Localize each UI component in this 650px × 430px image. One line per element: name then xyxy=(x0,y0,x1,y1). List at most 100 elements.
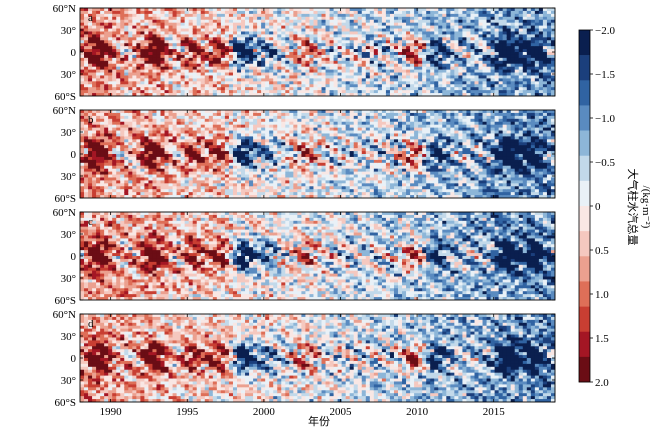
heatmap-cell xyxy=(377,46,383,50)
panel-label: a xyxy=(88,12,93,24)
heatmap-cell xyxy=(357,8,363,12)
heatmap-cell xyxy=(293,46,298,50)
heatmap-cell xyxy=(317,22,323,27)
heatmap-cell xyxy=(228,162,234,167)
heatmap-cell xyxy=(204,136,210,140)
heatmap-cell xyxy=(220,162,226,167)
heatmap-cell xyxy=(164,28,170,33)
heatmap-cell xyxy=(486,63,492,68)
heatmap-cell xyxy=(212,174,218,179)
heatmap-cell xyxy=(144,118,150,123)
heatmap-cell xyxy=(466,43,472,47)
heatmap-cell xyxy=(410,90,415,94)
heatmap-cell xyxy=(454,34,459,38)
heatmap-cell xyxy=(498,28,504,33)
heatmap-cell xyxy=(337,72,343,77)
heatmap-cell xyxy=(321,31,327,35)
heatmap-cell xyxy=(232,66,238,71)
heatmap-cell xyxy=(301,8,307,12)
heatmap-cell xyxy=(96,139,101,143)
heatmap-cell xyxy=(132,63,137,68)
heatmap-cell xyxy=(172,93,178,96)
heatmap-cell xyxy=(313,69,319,74)
heatmap-cell xyxy=(389,84,395,88)
heatmap-cell xyxy=(124,127,129,132)
heatmap-cell xyxy=(224,171,230,176)
heatmap-cell xyxy=(301,90,307,94)
heatmap-cell xyxy=(265,8,270,12)
heatmap-cell xyxy=(329,8,335,12)
heatmap-cell xyxy=(241,110,246,114)
heatmap-cell xyxy=(538,31,544,35)
heatmap-cell xyxy=(317,37,323,41)
heatmap-cell xyxy=(100,10,105,15)
heatmap-cell xyxy=(478,31,484,35)
heatmap-cell xyxy=(498,90,504,94)
heatmap-cell xyxy=(120,19,125,24)
heatmap-cell xyxy=(490,72,496,77)
heatmap-cell xyxy=(104,28,109,33)
heatmap-cell xyxy=(297,60,302,65)
heatmap-cell xyxy=(100,90,105,94)
heatmap-cell xyxy=(172,165,178,170)
heatmap-cell xyxy=(172,84,178,88)
heatmap-cell xyxy=(241,52,246,56)
heatmap-cell xyxy=(188,142,194,146)
heatmap-cell xyxy=(224,186,230,190)
heatmap-cell xyxy=(446,25,451,30)
heatmap-cell xyxy=(365,90,371,94)
heatmap-cell xyxy=(108,148,113,152)
heatmap-cell xyxy=(361,84,367,88)
heatmap-cell xyxy=(357,40,363,44)
heatmap-cell xyxy=(494,10,500,15)
heatmap-cell xyxy=(293,34,298,38)
heatmap-cell xyxy=(88,136,93,140)
heatmap-cell xyxy=(446,93,451,96)
heatmap-cell xyxy=(136,13,141,18)
heatmap-cell xyxy=(180,81,186,85)
heatmap-cell xyxy=(96,66,101,71)
heatmap-cell xyxy=(132,154,137,158)
heatmap-cell xyxy=(80,133,85,137)
heatmap-cell xyxy=(261,25,266,30)
heatmap-cell xyxy=(168,8,174,12)
heatmap-cell xyxy=(398,78,403,82)
heatmap-cell xyxy=(184,37,190,41)
heatmap-cell xyxy=(88,183,93,187)
heatmap-cell xyxy=(120,16,125,21)
heatmap-cell xyxy=(305,19,311,24)
heatmap-cell xyxy=(180,43,186,47)
heatmap-cell xyxy=(530,54,536,59)
heatmap-cell xyxy=(224,16,230,21)
heatmap-cell xyxy=(486,28,492,33)
heatmap-cell xyxy=(241,151,246,155)
heatmap-cell xyxy=(128,10,133,15)
heatmap-cell xyxy=(253,25,258,30)
heatmap-cell xyxy=(261,37,266,41)
heatmap-cell xyxy=(160,133,166,137)
heatmap-cell xyxy=(514,60,520,65)
heatmap-cell xyxy=(220,84,226,88)
heatmap-cell xyxy=(156,142,162,146)
heatmap-cell xyxy=(261,136,266,140)
heatmap-cell xyxy=(216,127,222,132)
heatmap-cell xyxy=(470,13,476,18)
heatmap-cell xyxy=(84,57,89,62)
heatmap-cell xyxy=(100,54,105,59)
heatmap-cell xyxy=(430,90,435,94)
heatmap-cell xyxy=(192,81,198,85)
heatmap-cell xyxy=(88,43,93,47)
heatmap-cell xyxy=(526,19,532,24)
heatmap-cell xyxy=(265,60,270,65)
heatmap-cell xyxy=(381,25,387,30)
heatmap-cell xyxy=(96,57,101,62)
heatmap-cell xyxy=(494,16,500,21)
heatmap-cell xyxy=(224,22,230,27)
heatmap-cell xyxy=(136,177,141,181)
heatmap-cell xyxy=(144,136,150,140)
heatmap-cell xyxy=(470,60,476,65)
heatmap-cell xyxy=(104,156,109,161)
heatmap-cell xyxy=(385,13,391,18)
heatmap-cell xyxy=(232,139,238,143)
heatmap-cell xyxy=(116,159,121,164)
